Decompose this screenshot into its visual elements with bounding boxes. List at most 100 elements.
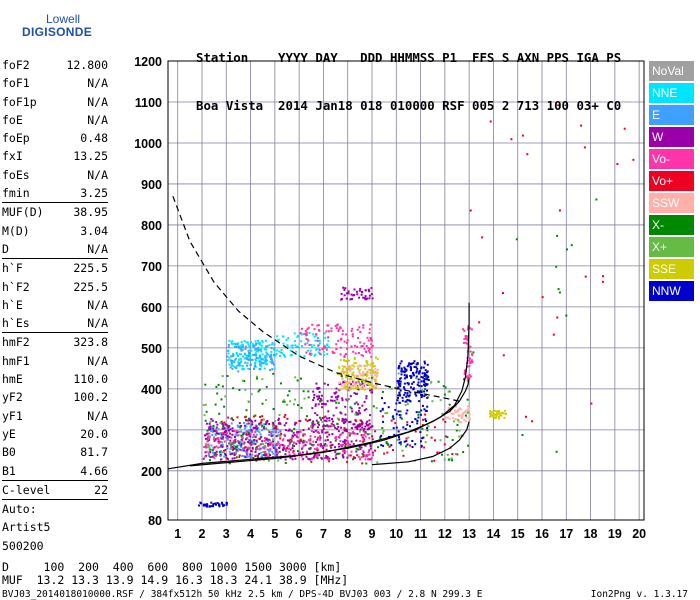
data-point <box>260 424 263 427</box>
data-point <box>312 390 315 393</box>
data-point <box>556 234 559 237</box>
data-point <box>268 423 271 425</box>
data-point <box>351 335 354 338</box>
data-point <box>496 410 499 413</box>
data-point <box>494 410 497 413</box>
data-point <box>363 364 366 367</box>
data-point <box>249 359 252 361</box>
param-name: B1 <box>2 463 16 478</box>
data-point <box>257 356 260 359</box>
data-point <box>240 444 243 447</box>
data-point <box>282 342 285 345</box>
data-point <box>457 414 460 417</box>
data-point <box>365 375 368 378</box>
data-point <box>212 451 215 454</box>
data-point <box>220 444 223 447</box>
params-group-4: hmF2 323.8 hmF1 N/A hmE 110.0 yF2 100.2 yF1 N/A yE… <box>2 333 108 479</box>
data-point <box>362 354 364 357</box>
data-point <box>342 366 345 369</box>
data-point <box>208 447 211 449</box>
data-point <box>346 364 349 367</box>
data-point <box>310 352 313 355</box>
data-point <box>257 445 260 447</box>
data-point <box>367 427 370 430</box>
data-point <box>344 450 347 453</box>
data-point <box>247 441 250 443</box>
data-point <box>341 370 344 373</box>
data-point <box>368 297 371 300</box>
data-point <box>261 339 264 342</box>
data-point <box>341 376 344 379</box>
data-point <box>203 446 206 448</box>
data-point <box>295 345 298 348</box>
data-point <box>311 421 314 424</box>
data-point <box>350 388 353 390</box>
data-point <box>295 350 298 353</box>
data-point <box>234 342 237 345</box>
data-point <box>276 455 278 458</box>
data-point <box>357 403 360 406</box>
data-point <box>228 462 231 465</box>
data-point <box>417 413 420 416</box>
data-point <box>288 390 291 393</box>
data-point <box>467 444 470 447</box>
data-point <box>398 391 401 394</box>
logo-line2: DIGISONDE <box>22 25 93 39</box>
data-point <box>314 339 317 342</box>
data-point <box>284 458 287 461</box>
x-tick-label: 7 <box>320 527 327 541</box>
param-value: 13.25 <box>73 149 108 164</box>
data-point <box>398 384 401 387</box>
data-point <box>365 373 368 375</box>
data-point <box>231 457 234 460</box>
data-point <box>321 421 324 424</box>
data-point <box>427 379 430 381</box>
data-point <box>469 350 472 353</box>
divider <box>2 479 108 481</box>
data-point <box>394 408 397 411</box>
data-point <box>423 378 426 380</box>
data-point <box>273 445 276 448</box>
param-row: foEp 0.48 <box>2 129 108 147</box>
data-point <box>293 332 296 335</box>
data-point <box>318 423 320 426</box>
param-name: h`Es <box>2 316 30 331</box>
data-point <box>208 422 211 425</box>
data-point <box>340 375 343 377</box>
data-point <box>268 344 271 347</box>
data-point <box>289 441 292 444</box>
data-point <box>355 401 358 404</box>
data-point <box>246 357 248 360</box>
data-point <box>345 360 348 363</box>
data-point <box>255 348 257 351</box>
data-point <box>489 120 492 123</box>
data-point <box>238 353 241 356</box>
data-point <box>466 379 469 382</box>
data-point <box>361 453 364 456</box>
data-point <box>261 440 264 443</box>
data-point <box>254 419 257 422</box>
data-point <box>381 415 384 418</box>
data-point <box>370 287 373 289</box>
data-point <box>254 435 257 438</box>
data-point <box>353 383 356 386</box>
data-point <box>359 425 361 428</box>
data-point <box>278 350 281 353</box>
data-point <box>305 334 308 336</box>
data-point <box>263 367 266 370</box>
data-point <box>250 419 253 422</box>
data-point <box>316 387 319 390</box>
param-value: 20.0 <box>80 426 108 441</box>
data-point <box>420 444 423 447</box>
data-point <box>251 453 254 456</box>
data-point <box>410 366 413 369</box>
data-point <box>349 454 352 457</box>
data-point <box>417 378 420 381</box>
data-point <box>387 406 390 409</box>
data-point <box>349 370 352 373</box>
data-point <box>265 351 268 354</box>
x-tick-labels: 1 2 3 4 5 6 7 8 9 10 11 12 13 14 15 16 17 18 19 20 <box>174 527 646 541</box>
data-point <box>363 342 366 345</box>
data-point <box>351 298 353 301</box>
data-point <box>285 429 287 432</box>
